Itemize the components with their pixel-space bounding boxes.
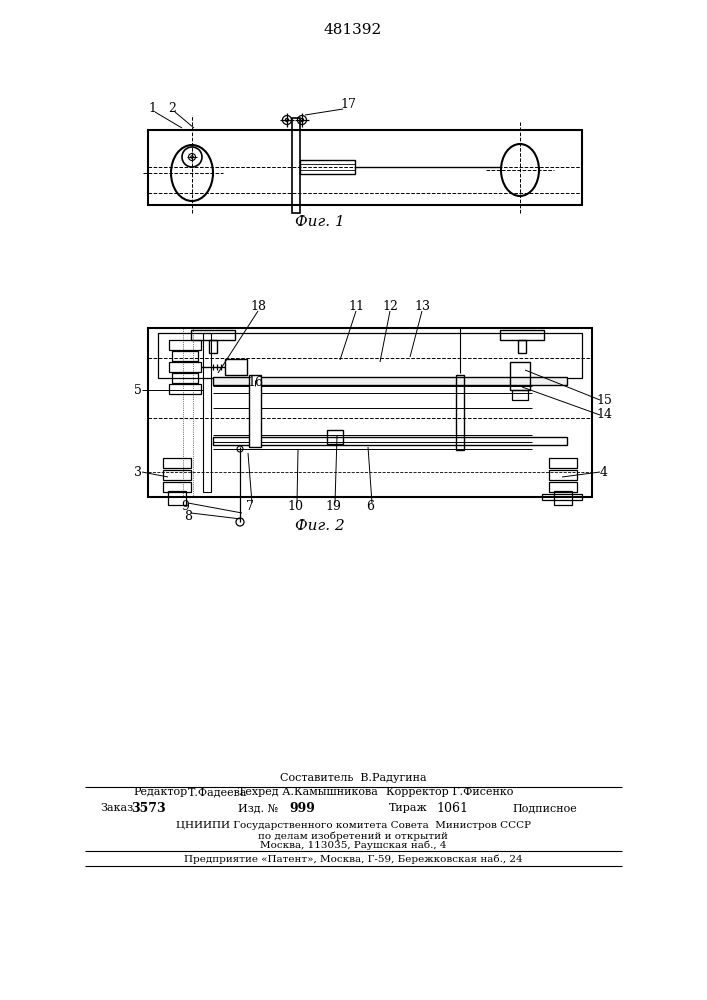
Circle shape: [286, 118, 288, 122]
Text: 8: 8: [184, 510, 192, 522]
Text: Москва, 113035, Раушская наб., 4: Москва, 113035, Раушская наб., 4: [259, 840, 446, 850]
Bar: [169, 340, 201, 350]
Text: 12: 12: [382, 300, 398, 314]
Bar: [510, 362, 530, 390]
Text: Редактор: Редактор: [133, 787, 187, 797]
Bar: [249, 375, 261, 447]
Bar: [518, 340, 526, 353]
Text: Предприятие «Патент», Москва, Г-59, Бережковская наб., 24: Предприятие «Патент», Москва, Г-59, Бере…: [184, 854, 522, 864]
Text: 3573: 3573: [131, 802, 165, 814]
Text: 16: 16: [247, 375, 263, 388]
Text: 1061: 1061: [436, 802, 468, 814]
Bar: [225, 359, 247, 375]
Circle shape: [300, 118, 303, 122]
Bar: [456, 375, 464, 450]
Text: по делам изобретений и открытий: по делам изобретений и открытий: [258, 831, 448, 841]
Bar: [554, 491, 572, 505]
Text: Фиг. 2: Фиг. 2: [295, 519, 345, 533]
Text: 4: 4: [600, 466, 608, 479]
Text: 9: 9: [181, 499, 189, 512]
Bar: [172, 373, 198, 383]
Text: 11: 11: [348, 300, 364, 314]
Text: 17: 17: [340, 99, 356, 111]
Bar: [163, 458, 191, 468]
Text: Тираж: Тираж: [389, 803, 427, 813]
Text: 3: 3: [134, 466, 142, 479]
Bar: [549, 470, 577, 480]
Bar: [191, 330, 235, 340]
Text: Заказ: Заказ: [100, 803, 133, 813]
Bar: [209, 340, 217, 353]
Text: 10: 10: [287, 499, 303, 512]
Text: 999: 999: [289, 802, 315, 814]
Bar: [300, 160, 355, 174]
Text: 5: 5: [134, 383, 142, 396]
Bar: [292, 118, 300, 213]
Bar: [213, 377, 567, 385]
Bar: [148, 130, 582, 205]
Text: Составитель  В.Радугина: Составитель В.Радугина: [280, 773, 426, 783]
Bar: [549, 458, 577, 468]
Bar: [169, 362, 201, 372]
Bar: [168, 491, 186, 505]
Text: 15: 15: [596, 393, 612, 406]
Bar: [327, 430, 343, 444]
Text: 1: 1: [148, 102, 156, 114]
Text: Подписное: Подписное: [513, 803, 578, 813]
Text: ЦНИИПИ Государственного комитета Совета  Министров СССР: ЦНИИПИ Государственного комитета Совета …: [175, 822, 530, 830]
Text: 13: 13: [414, 300, 430, 314]
Bar: [158, 333, 582, 378]
Bar: [500, 330, 544, 340]
Text: Техред А.Камышникова: Техред А.Камышникова: [238, 787, 378, 797]
Text: Т.Фадеева: Т.Фадеева: [188, 787, 247, 797]
Text: 481392: 481392: [324, 23, 382, 37]
Text: 14: 14: [596, 408, 612, 422]
Bar: [148, 328, 592, 497]
Bar: [163, 482, 191, 492]
Bar: [542, 494, 582, 500]
Text: 18: 18: [250, 300, 266, 314]
Text: 6: 6: [366, 499, 374, 512]
Text: Изд. №: Изд. №: [238, 803, 278, 813]
Circle shape: [191, 156, 193, 158]
Bar: [163, 470, 191, 480]
Text: 19: 19: [325, 499, 341, 512]
Bar: [169, 384, 201, 394]
Bar: [172, 351, 198, 361]
Text: Корректор Г.Фисенко: Корректор Г.Фисенко: [386, 787, 514, 797]
Text: 7: 7: [246, 499, 254, 512]
Text: Фиг. 1: Фиг. 1: [295, 215, 345, 229]
Bar: [203, 333, 211, 492]
Bar: [512, 390, 528, 400]
Bar: [549, 482, 577, 492]
Bar: [213, 437, 567, 445]
Text: 2: 2: [168, 102, 176, 114]
